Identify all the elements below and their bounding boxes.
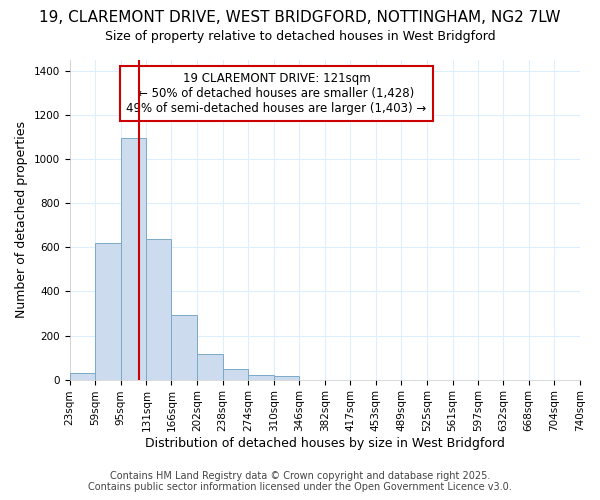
Bar xyxy=(121,138,146,380)
Y-axis label: Number of detached properties: Number of detached properties xyxy=(15,122,28,318)
Bar xyxy=(172,314,197,380)
Text: Size of property relative to detached houses in West Bridgford: Size of property relative to detached ho… xyxy=(104,30,496,43)
Bar xyxy=(223,368,248,380)
Bar xyxy=(146,238,172,380)
Bar xyxy=(95,243,121,380)
X-axis label: Distribution of detached houses by size in West Bridgford: Distribution of detached houses by size … xyxy=(145,437,505,450)
Bar xyxy=(70,373,95,380)
Text: Contains HM Land Registry data © Crown copyright and database right 2025.
Contai: Contains HM Land Registry data © Crown c… xyxy=(88,471,512,492)
Bar xyxy=(248,375,274,380)
Text: 19 CLAREMONT DRIVE: 121sqm
← 50% of detached houses are smaller (1,428)
49% of s: 19 CLAREMONT DRIVE: 121sqm ← 50% of deta… xyxy=(127,72,427,115)
Bar xyxy=(197,354,223,380)
Bar xyxy=(274,376,299,380)
Text: 19, CLAREMONT DRIVE, WEST BRIDGFORD, NOTTINGHAM, NG2 7LW: 19, CLAREMONT DRIVE, WEST BRIDGFORD, NOT… xyxy=(39,10,561,25)
